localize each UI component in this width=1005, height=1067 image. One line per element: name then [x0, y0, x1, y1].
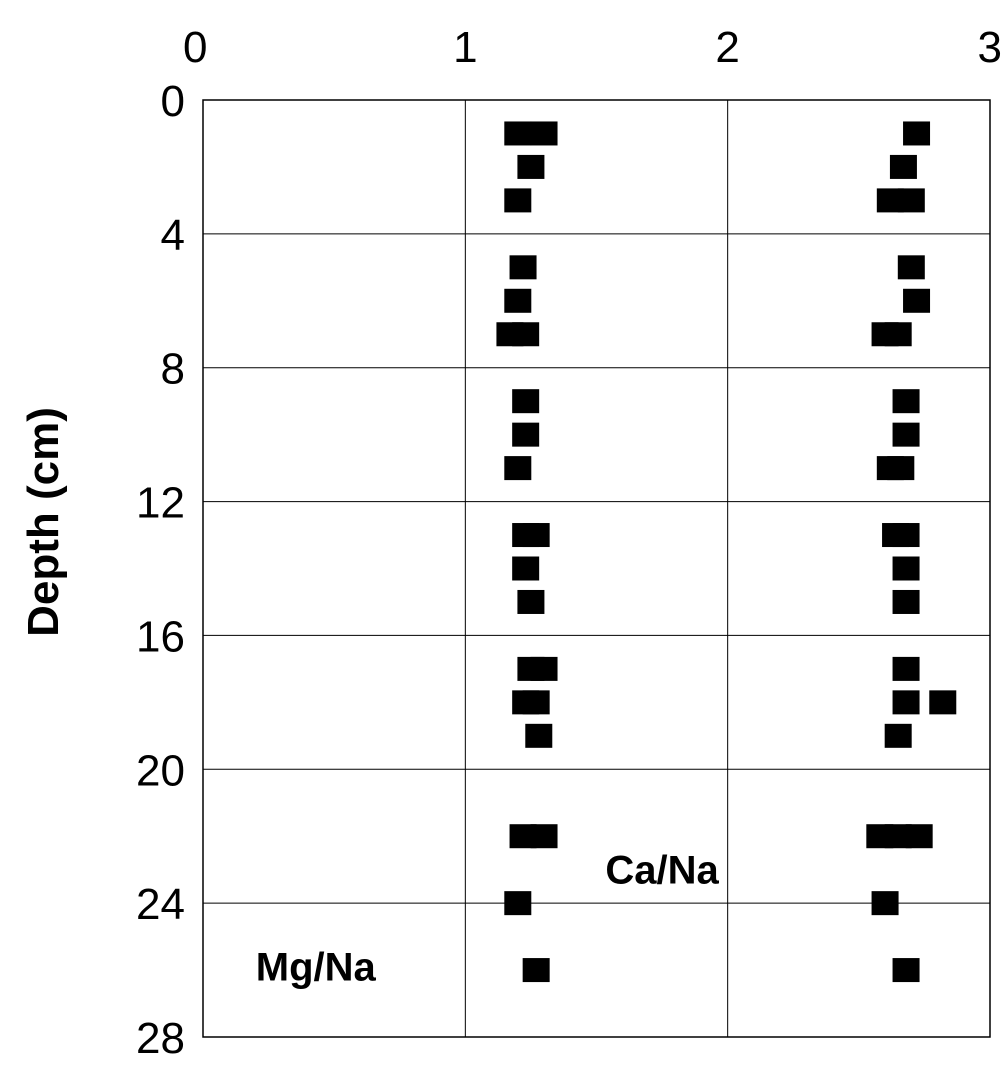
data-point — [897, 255, 925, 280]
data-series — [496, 121, 957, 983]
data-point — [530, 656, 558, 681]
y-tick-label: 28 — [136, 1014, 185, 1063]
data-point — [892, 422, 920, 447]
data-point — [504, 121, 532, 146]
data-point — [892, 556, 920, 581]
x-axis-ticks: 0 1 2 3 — [183, 23, 1002, 72]
data-point — [512, 322, 540, 347]
y-tick-label: 16 — [136, 612, 185, 661]
x-tick-label: 0 — [183, 23, 207, 72]
x-tick-label: 1 — [453, 23, 477, 72]
data-point — [530, 121, 558, 146]
data-point — [892, 656, 920, 681]
data-point — [522, 523, 550, 548]
x-tick-label: 3 — [978, 23, 1002, 72]
data-point — [871, 891, 899, 916]
data-point — [512, 389, 540, 414]
data-point — [512, 556, 540, 581]
y-tick-label: 20 — [136, 746, 185, 795]
data-point — [903, 121, 931, 146]
data-point — [512, 422, 540, 447]
data-point — [892, 523, 920, 548]
data-point — [884, 322, 912, 347]
data-point — [889, 154, 917, 179]
data-point — [509, 255, 537, 280]
data-point — [903, 288, 931, 313]
data-point — [517, 589, 545, 614]
plot-background — [203, 100, 990, 1037]
data-point — [504, 456, 532, 481]
data-point — [929, 690, 957, 715]
data-point — [522, 958, 550, 983]
series-ca-na — [866, 121, 957, 983]
x-tick-label: 2 — [715, 23, 739, 72]
data-point — [892, 389, 920, 414]
data-point — [530, 824, 558, 849]
data-point — [897, 188, 925, 213]
y-tick-label: 24 — [136, 880, 185, 929]
grid-lines — [203, 100, 990, 1037]
plot-frame — [202, 99, 991, 1038]
series-mg-na — [496, 121, 558, 983]
data-point — [522, 690, 550, 715]
annotations: Mg/Na Ca/Na — [256, 849, 720, 990]
y-tick-label: 8 — [161, 345, 185, 394]
data-point — [887, 456, 915, 481]
data-point — [504, 288, 532, 313]
data-point — [504, 891, 532, 916]
series-annotation: Ca/Na — [605, 849, 719, 893]
data-point — [905, 824, 933, 849]
y-tick-label: 12 — [136, 479, 185, 528]
series-annotation: Mg/Na — [256, 946, 377, 990]
data-point — [504, 188, 532, 213]
data-point — [892, 589, 920, 614]
data-point — [517, 154, 545, 179]
y-tick-label: 0 — [161, 77, 185, 126]
y-axis-label: Depth (cm) — [19, 407, 68, 637]
y-tick-label: 4 — [161, 211, 185, 260]
data-point — [525, 723, 553, 748]
y-axis-ticks: 0 4 8 12 16 20 24 28 — [136, 77, 185, 1063]
data-point — [884, 723, 912, 748]
data-point — [892, 958, 920, 983]
data-point — [892, 690, 920, 715]
